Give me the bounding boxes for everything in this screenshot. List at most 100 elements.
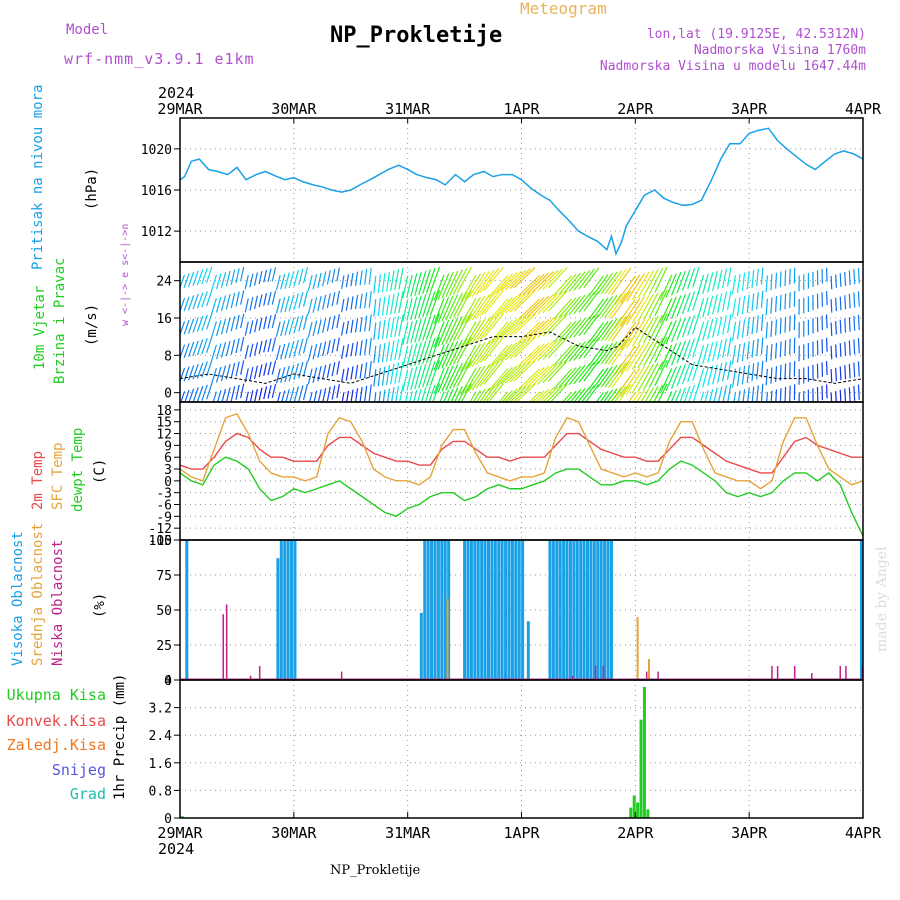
high-cloud-bar (565, 540, 569, 680)
wind-arrow (452, 291, 468, 319)
wind-arrow (373, 299, 377, 317)
wind-arrow (192, 270, 199, 287)
wind-arrow (398, 337, 404, 360)
wind-arrow (206, 289, 213, 307)
wind-arrow (302, 290, 309, 307)
wind-arrow (558, 273, 577, 295)
wind-arrow (445, 340, 459, 368)
wind-arrow (531, 390, 545, 402)
meteogram-label: Meteogram (520, 0, 607, 18)
wind-arrow (659, 344, 673, 370)
wind-arrow (614, 345, 636, 375)
wind-arrow (253, 272, 258, 286)
wind-arrow (298, 385, 304, 402)
high-cloud-bar (596, 540, 600, 680)
wind-arrow (377, 274, 381, 293)
wind-arrow (537, 269, 559, 292)
wind-arrow (578, 338, 595, 360)
wind-arrow (500, 364, 522, 385)
wind-arrow (220, 295, 227, 312)
wind-arrow (471, 317, 491, 344)
wind-arrow (770, 344, 773, 361)
wind-arrow (215, 273, 222, 290)
wind-arrow (206, 359, 213, 377)
wind-arrow (467, 272, 486, 299)
high-cloud-label: Visoka Oblacnost (10, 531, 26, 666)
wind-arrow (398, 361, 404, 384)
wind-arrow (784, 340, 787, 357)
wind-arrow (460, 383, 472, 402)
wind-arrow (280, 367, 286, 383)
wind-arrow (583, 290, 600, 312)
wind-arrow (326, 270, 331, 285)
wind-arrow (281, 390, 286, 402)
wind-arrow (422, 362, 432, 388)
wind-arrow (659, 321, 673, 347)
wind-arrow (670, 365, 682, 389)
wind-arrow (765, 345, 768, 363)
y-tick-label: 24 (156, 275, 172, 290)
wind-arrow (722, 361, 727, 382)
wind-arrow (267, 268, 272, 282)
wind-arrow (853, 385, 856, 401)
wind-arrow (631, 295, 650, 324)
wind-arrow (546, 385, 563, 402)
wind-arrow (604, 316, 623, 341)
wind-arrow (492, 366, 513, 390)
wind-arrow (464, 296, 482, 324)
wind-arrow (770, 390, 773, 402)
wind-panel: 0 8 16 24 (156, 266, 864, 402)
wind-arrow (712, 341, 718, 362)
wind-arrow (240, 360, 245, 375)
wind-arrow (467, 318, 486, 346)
wind-arrow (469, 391, 477, 402)
wind-arrow (206, 313, 213, 330)
wind-arrow (386, 388, 391, 402)
wind-arrow (298, 268, 304, 285)
wind-arrow (604, 363, 623, 388)
wind-arrow (731, 321, 737, 342)
high-cloud-bar (443, 540, 447, 680)
wind-arrow (526, 319, 550, 341)
y-tick-label: 75 (156, 569, 172, 584)
wind-arrow (326, 293, 331, 308)
wind-arrow (697, 344, 705, 366)
wind-arrow (253, 365, 258, 380)
wind-arrow (225, 387, 231, 402)
wind-arrow (445, 317, 459, 344)
wind-arrow (475, 362, 495, 389)
wind-arrow (402, 299, 409, 322)
wind-arrow (443, 390, 450, 402)
precip-bar (636, 802, 640, 818)
y-tick-label: 25 (156, 639, 172, 654)
wind-arrow (702, 273, 709, 295)
wind-arrow (568, 317, 586, 339)
wind-arrow (839, 366, 842, 381)
wind-arrow (583, 267, 600, 289)
wind-arrow (445, 364, 459, 391)
wind-arrow (475, 316, 495, 342)
wind-arrow (398, 267, 404, 290)
precip-bar (632, 795, 636, 818)
wind-arrow (433, 367, 445, 394)
wind-arrow (746, 271, 750, 290)
wind-arrow (830, 322, 833, 336)
wind-arrow (751, 363, 755, 382)
wind-arrow (381, 366, 386, 386)
elevation-label: Nadmorska Visina 1760m (694, 43, 866, 58)
low-cloud-bar (594, 666, 597, 680)
wind-arrow (488, 298, 509, 322)
wind-arrow (702, 366, 709, 388)
wind-arrow (479, 387, 491, 402)
wind-arrow (640, 388, 650, 402)
wind-arrow (697, 298, 705, 319)
wind-arrow (437, 273, 450, 300)
high-cloud-bar (599, 540, 603, 680)
wind-arrow (225, 294, 231, 310)
wind-arrow (595, 392, 604, 402)
high-cloud-bar (579, 540, 583, 680)
high-cloud-bar (860, 540, 863, 680)
precip-unit: 1hr Precip (mm) (112, 674, 128, 800)
wind-arrow (460, 321, 477, 348)
y-tick-label: 8 (164, 349, 172, 364)
